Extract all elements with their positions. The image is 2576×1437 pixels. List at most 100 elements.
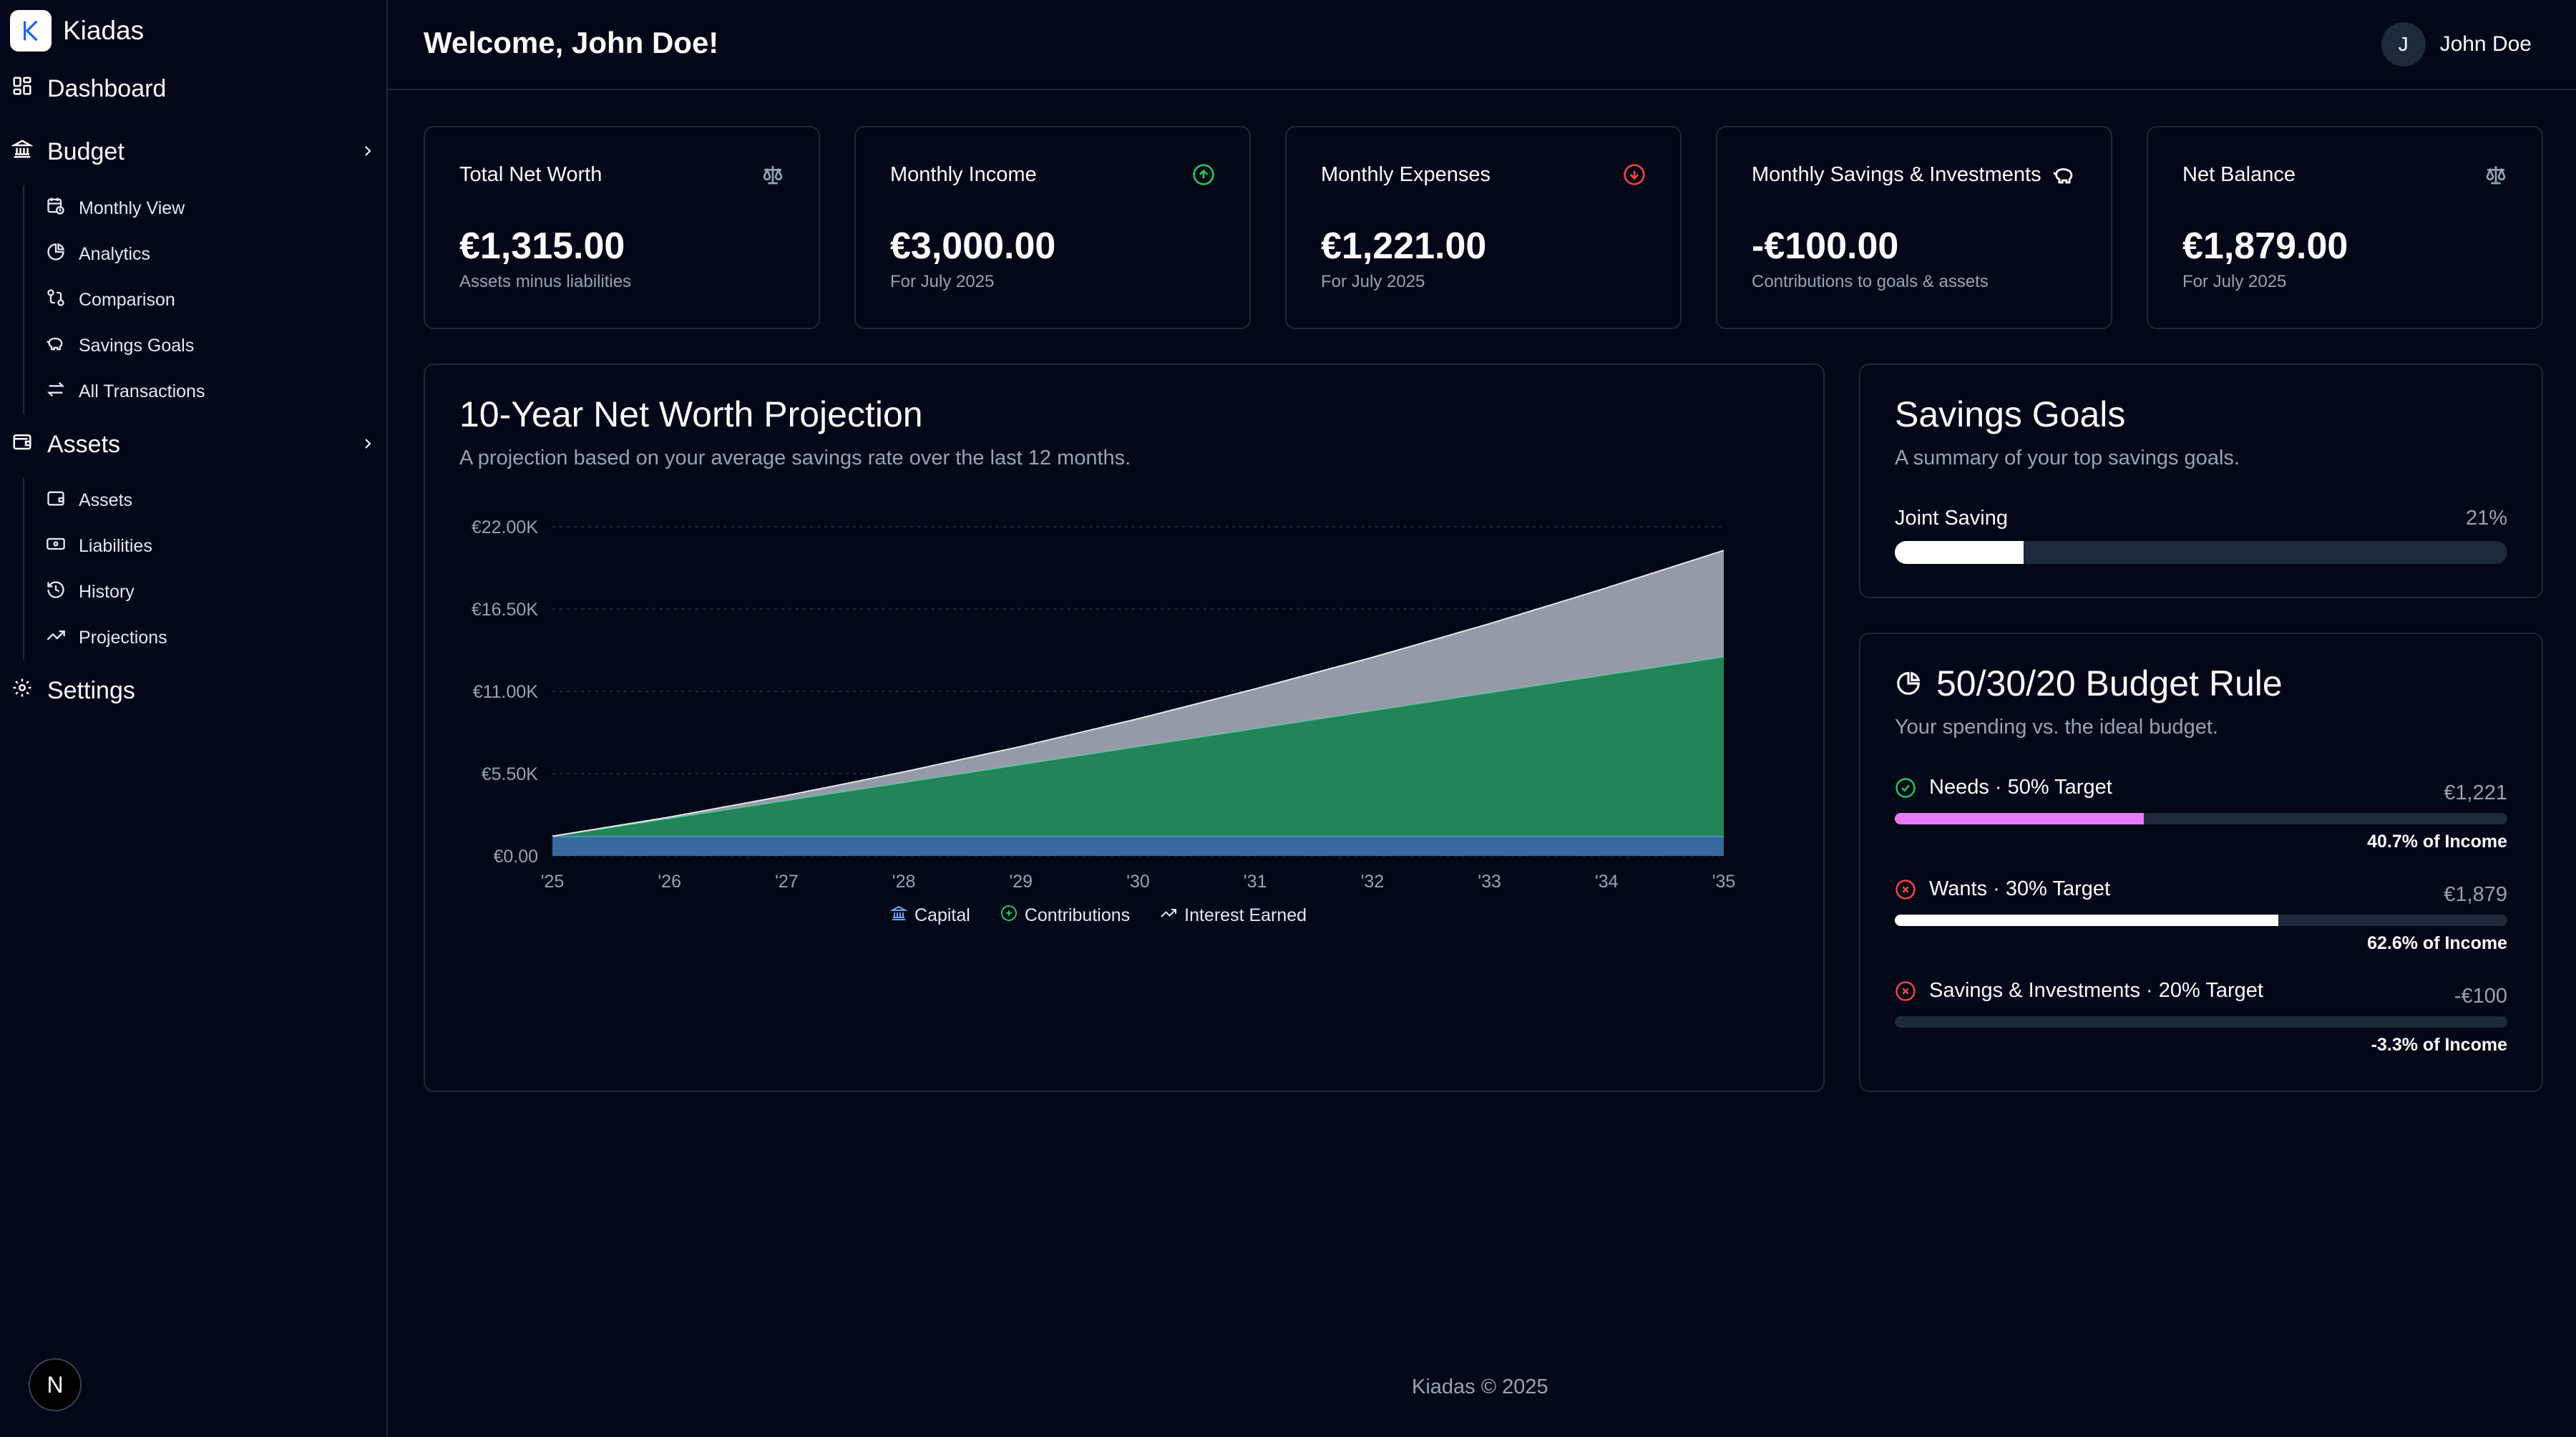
legend-label: Interest Earned bbox=[1184, 905, 1307, 925]
stat-value: €1,879.00 bbox=[2182, 225, 2348, 267]
sidebar-item-assets-page[interactable]: Assets bbox=[24, 477, 167, 523]
arrow-up-circle-icon bbox=[1192, 163, 1215, 190]
rule-percent: -3.3% of Income bbox=[2371, 1035, 2507, 1055]
card-title: Savings Goals bbox=[1895, 394, 2126, 434]
sidebar-item-label: Budget bbox=[47, 138, 125, 165]
sidebar-item-label: Savings Goals bbox=[79, 335, 195, 356]
x-tick-label: '32 bbox=[1361, 872, 1385, 892]
stat-card-net-balance: Net Balance €1,879.00 For July 2025 bbox=[2147, 126, 2543, 329]
stat-card-total-net-worth: Total Net Worth €1,315.00 Assets minus l… bbox=[424, 126, 820, 329]
sidebar-item-label: Assets bbox=[79, 489, 133, 510]
sidebar-item-label: Assets bbox=[47, 431, 121, 458]
goal-name: Joint Saving bbox=[1895, 507, 2008, 530]
kiadas-logo-icon bbox=[10, 10, 52, 52]
legend-label: Capital bbox=[914, 905, 970, 925]
projection-card: 10-Year Net Worth Projection A projectio… bbox=[424, 364, 1825, 1092]
rule-progress-bar bbox=[1895, 915, 2507, 926]
stat-subtitle: For July 2025 bbox=[2182, 272, 2287, 291]
sidebar-item-label: Monthly View bbox=[79, 198, 185, 218]
projection-chart: €0.00 €5.50K €11.00K €16.50K €22.00K '25 '26 '2… bbox=[472, 517, 1736, 892]
chart-legend: Capital Contributions Interest Earned bbox=[883, 905, 1330, 927]
pie-chart-icon bbox=[46, 242, 66, 267]
sidebar-item-history[interactable]: History bbox=[24, 569, 167, 615]
footer-text: Kiadas © 2025 bbox=[1412, 1375, 1548, 1398]
sidebar-item-all-transactions[interactable]: All Transactions bbox=[24, 369, 205, 414]
x-tick-label: '26 bbox=[658, 872, 681, 892]
sidebar-item-budget[interactable]: Budget bbox=[10, 138, 376, 166]
budget-rule-row-savings: Savings & Investments · 20% Target -€100… bbox=[1895, 979, 2507, 1065]
app-name: Kiadas bbox=[63, 16, 145, 45]
line-interest-earned bbox=[552, 550, 1724, 837]
banknote-icon bbox=[46, 534, 66, 559]
sidebar-item-liabilities[interactable]: Liabilities bbox=[24, 523, 167, 569]
x-tick-label: '29 bbox=[1010, 872, 1033, 892]
stat-title: Monthly Expenses bbox=[1321, 163, 1491, 186]
arrow-left-right-icon bbox=[46, 379, 66, 404]
x-circle-icon bbox=[1895, 980, 1916, 1005]
dev-badge-button[interactable]: N bbox=[29, 1358, 82, 1411]
sidebar-item-assets[interactable]: Assets bbox=[11, 431, 376, 459]
x-tick-label: '30 bbox=[1126, 872, 1150, 892]
card-title: 10-Year Net Worth Projection bbox=[459, 394, 923, 434]
rule-amount: €1,221 bbox=[2444, 781, 2507, 804]
x-tick-label: '28 bbox=[892, 872, 916, 892]
trending-up-icon bbox=[46, 625, 66, 651]
card-description: A projection based on your average savin… bbox=[459, 447, 1131, 469]
legend-item-contributions: Contributions bbox=[993, 905, 1130, 927]
legend-label: Contributions bbox=[1024, 905, 1131, 925]
sidebar-item-savings-goals[interactable]: Savings Goals bbox=[24, 323, 205, 369]
chevron-right-icon[interactable] bbox=[359, 431, 376, 459]
stat-title: Monthly Income bbox=[890, 163, 1037, 186]
rule-progress-fill bbox=[1895, 915, 2278, 926]
stat-subtitle: Contributions to goals & assets bbox=[1752, 272, 1989, 291]
stat-value: €1,221.00 bbox=[1321, 225, 1487, 267]
sidebar-item-label: All Transactions bbox=[79, 381, 205, 401]
user-name: John Doe bbox=[2439, 32, 2532, 56]
goal-progress-fill bbox=[1895, 541, 2024, 564]
stat-subtitle: For July 2025 bbox=[890, 272, 995, 291]
sidebar-item-label: Liabilities bbox=[79, 535, 152, 556]
goal-percent: 21% bbox=[2465, 507, 2507, 530]
budget-rule-row-wants: Wants · 30% Target €1,879 62.6% of Incom… bbox=[1895, 877, 2507, 963]
card-description: A summary of your top savings goals. bbox=[1895, 447, 2240, 469]
stat-card-monthly-income: Monthly Income €3,000.00 For July 2025 bbox=[854, 126, 1251, 329]
x-tick-label: '34 bbox=[1595, 872, 1619, 892]
chevron-right-icon[interactable] bbox=[359, 138, 376, 166]
goal-progress-bar bbox=[1895, 541, 2507, 564]
wallet-icon bbox=[46, 488, 66, 513]
avatar: J bbox=[2381, 22, 2426, 67]
budget-rule-row-needs: Needs · 50% Target €1,221 40.7% of Incom… bbox=[1895, 776, 2507, 862]
wallet-icon bbox=[11, 431, 33, 459]
x-tick-label: '35 bbox=[1712, 872, 1736, 892]
rule-amount: -€100 bbox=[2454, 985, 2507, 1008]
sidebar-item-monthly-view[interactable]: Monthly View bbox=[24, 185, 205, 231]
rule-percent: 62.6% of Income bbox=[2367, 933, 2507, 953]
stat-title: Monthly Savings & Investments bbox=[1752, 163, 2041, 186]
rule-label: Wants · 30% Target bbox=[1929, 877, 2111, 900]
rule-progress-fill bbox=[1895, 813, 2145, 824]
rule-label: Savings & Investments · 20% Target bbox=[1929, 979, 2263, 1002]
sidebar-item-dashboard[interactable]: Dashboard bbox=[11, 75, 376, 103]
git-compare-icon bbox=[46, 288, 66, 313]
sidebar-item-label: Comparison bbox=[79, 289, 175, 310]
sidebar-item-settings[interactable]: Settings bbox=[11, 677, 376, 705]
x-tick-label: '31 bbox=[1244, 872, 1267, 892]
welcome-heading: Welcome, John Doe! bbox=[424, 26, 719, 59]
rule-amount: €1,879 bbox=[2444, 883, 2507, 906]
piggy-bank-icon bbox=[2052, 163, 2077, 191]
brand[interactable]: Kiadas bbox=[10, 10, 144, 52]
rule-label: Needs · 50% Target bbox=[1929, 776, 2112, 799]
user-menu[interactable]: J John Doe bbox=[2381, 22, 2532, 67]
landmark-icon bbox=[10, 138, 34, 166]
stat-value: €1,315.00 bbox=[459, 225, 625, 267]
sidebar-item-comparison[interactable]: Comparison bbox=[24, 277, 205, 323]
rule-progress-bar bbox=[1895, 813, 2507, 824]
rule-progress-bar bbox=[1895, 1016, 2507, 1028]
assets-submenu: Assets Liabilities History Projections bbox=[23, 477, 167, 661]
sidebar-item-label: Projections bbox=[79, 627, 167, 648]
y-tick-label: €11.00K bbox=[473, 682, 539, 702]
sidebar-item-label: Dashboard bbox=[47, 75, 167, 102]
sidebar-item-projections[interactable]: Projections bbox=[24, 615, 167, 661]
y-tick-label: €16.50K bbox=[472, 600, 538, 620]
sidebar-item-analytics[interactable]: Analytics bbox=[24, 231, 205, 277]
